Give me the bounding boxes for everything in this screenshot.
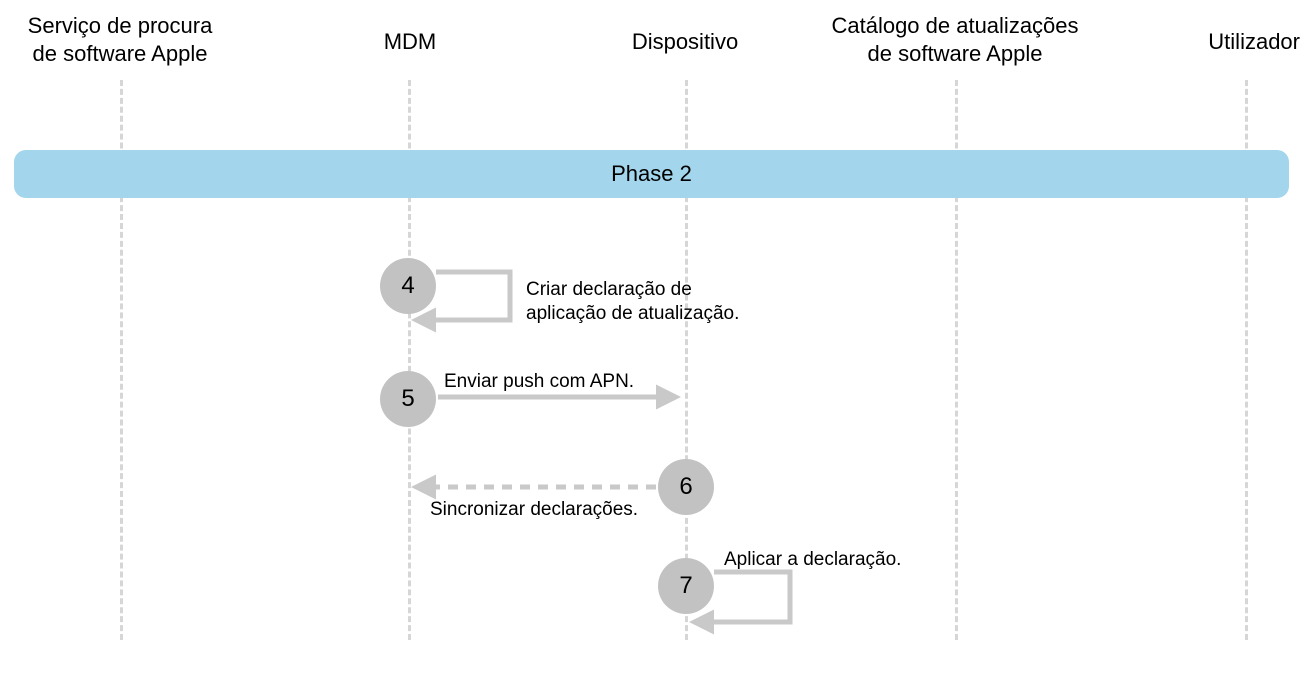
- step-text: Aplicar a declaração.: [724, 549, 901, 570]
- step-number: 7: [679, 572, 692, 600]
- step-number: 6: [679, 473, 692, 501]
- step-circle-4: 4: [380, 258, 436, 314]
- arrows-layer: [0, 0, 1303, 673]
- step-text: Sincronizar declarações.: [430, 499, 638, 520]
- step-label-4: Criar declaração deaplicação de atualiza…: [526, 278, 739, 326]
- step-number: 4: [401, 272, 414, 300]
- step-number: 5: [401, 385, 414, 413]
- step-label-6: Sincronizar declarações.: [430, 498, 638, 522]
- step-text: Enviar push com APN.: [444, 371, 634, 392]
- step-circle-6: 6: [658, 459, 714, 515]
- step-text: Criar declaração deaplicação de atualiza…: [526, 279, 739, 324]
- step-circle-7: 7: [658, 558, 714, 614]
- step-label-5: Enviar push com APN.: [444, 370, 634, 394]
- sequence-diagram: Serviço de procurade software Apple MDM …: [0, 0, 1303, 673]
- step-circle-5: 5: [380, 371, 436, 427]
- step-label-7: Aplicar a declaração.: [724, 548, 901, 572]
